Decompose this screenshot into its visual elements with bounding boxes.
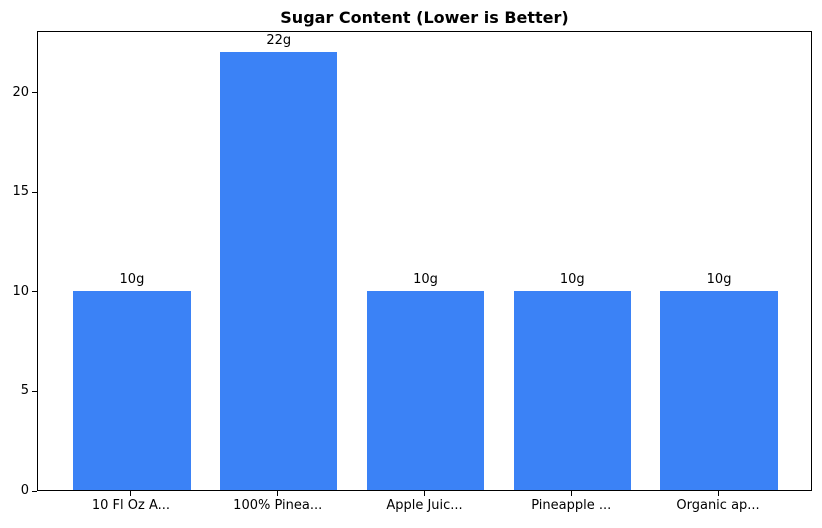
bar-2 <box>220 51 338 490</box>
bar-value-label: 10g <box>559 271 585 287</box>
y-tick-mark <box>32 191 37 193</box>
x-category-label: 100% Pinea... <box>233 498 323 513</box>
y-tick-label: 0 <box>20 483 29 498</box>
x-category-label: Organic ap... <box>676 498 760 513</box>
x-tick-mark <box>130 491 132 496</box>
bar-4 <box>513 290 631 490</box>
bar-value-label: 22g <box>266 32 292 48</box>
x-tick-mark <box>277 491 279 496</box>
bar-value-label: 10g <box>413 271 438 287</box>
bar-3 <box>366 290 485 490</box>
x-category-label: Pineapple ... <box>531 498 612 513</box>
x-category-label: Apple Juic... <box>386 498 463 513</box>
plot-area: 10g 22g 10g 10g 10g <box>37 31 812 491</box>
x-tick-mark <box>717 491 719 496</box>
y-tick-label: 10 <box>12 283 29 299</box>
y-tick-label: 20 <box>12 84 29 100</box>
bar-5 <box>660 290 778 490</box>
bar-value-label: 10g <box>119 271 145 287</box>
y-tick-label: 5 <box>20 383 29 399</box>
bar-1 <box>73 290 191 490</box>
y-tick-mark <box>32 490 37 492</box>
x-category-label: 10 Fl Oz A... <box>91 498 171 513</box>
y-tick-mark <box>32 291 37 293</box>
x-tick-mark <box>424 491 425 496</box>
chart-title: Sugar Content (Lower is Better) <box>280 8 569 27</box>
y-tick-mark <box>32 390 37 392</box>
bar-value-label: 10g <box>706 271 732 287</box>
x-tick-mark <box>570 491 572 496</box>
y-tick-label: 15 <box>12 184 29 200</box>
y-tick-mark <box>32 92 37 94</box>
